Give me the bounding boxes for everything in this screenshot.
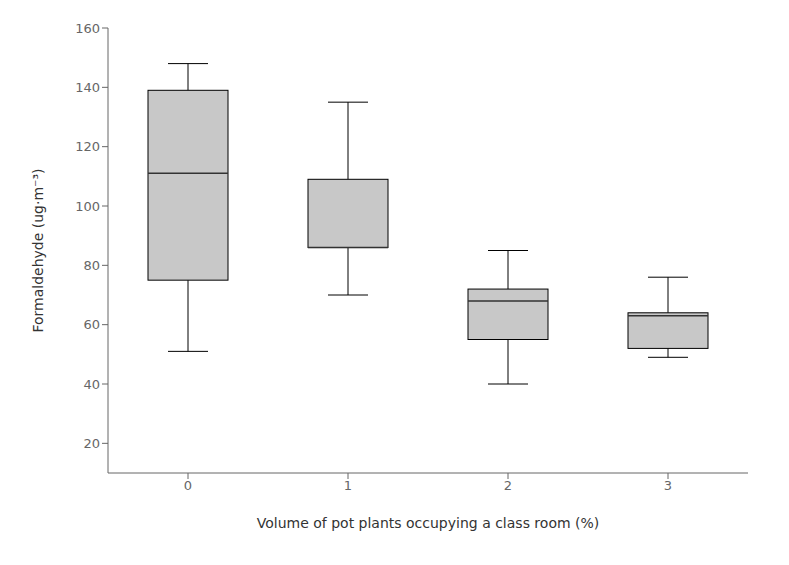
svg-text:120: 120 (75, 139, 100, 154)
svg-text:40: 40 (83, 377, 100, 392)
svg-text:140: 140 (75, 80, 100, 95)
svg-text:1: 1 (344, 478, 352, 493)
svg-text:Volume of pot plants occupying: Volume of pot plants occupying a class r… (257, 515, 600, 531)
svg-text:100: 100 (75, 199, 100, 214)
svg-text:2: 2 (504, 478, 512, 493)
svg-text:160: 160 (75, 21, 100, 36)
svg-text:20: 20 (83, 436, 100, 451)
svg-text:60: 60 (83, 317, 100, 332)
svg-text:Formaldehyde (ug·m⁻³): Formaldehyde (ug·m⁻³) (30, 168, 46, 332)
svg-text:80: 80 (83, 258, 100, 273)
svg-text:0: 0 (184, 478, 192, 493)
svg-text:3: 3 (664, 478, 672, 493)
